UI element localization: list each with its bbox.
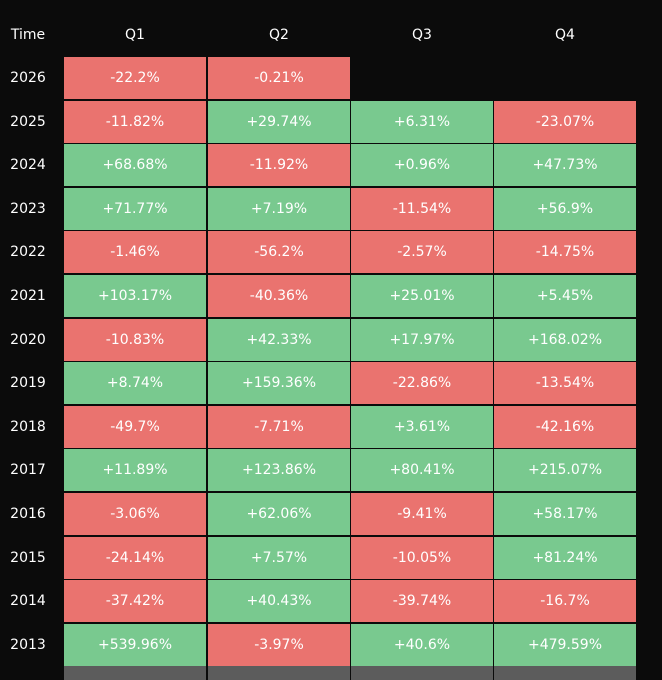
return-cell: +71.77%	[64, 187, 206, 230]
return-cell: -22.86%	[351, 362, 493, 405]
return-cell: -10.83%	[64, 318, 206, 361]
return-cell: -10.05%	[351, 536, 493, 579]
return-cell: -7.71%	[208, 405, 350, 448]
year-label: 2017	[10, 462, 46, 479]
return-cell: +123.86%	[208, 449, 350, 492]
return-cell: +56.9%	[494, 187, 636, 230]
return-cell: -23.07%	[494, 100, 636, 143]
return-cell: -49.7%	[64, 405, 206, 448]
year-label: 2015	[10, 549, 46, 566]
return-cell: +0.96%	[351, 144, 493, 187]
year-label: 2013	[10, 636, 46, 653]
return-cell: +7.19%	[208, 187, 350, 230]
return-cell: +42.33%	[208, 318, 350, 361]
year-label: 2019	[10, 375, 46, 392]
return-cell: +68.68%	[64, 144, 206, 187]
return-cell: -9.41%	[351, 493, 493, 535]
return-cell: -3.06%	[64, 493, 206, 535]
return-cell: -14.75%	[494, 231, 636, 274]
return-cell: -3.97%	[208, 623, 350, 666]
return-cell: +47.73%	[494, 144, 636, 187]
return-cell: -2.57%	[351, 231, 493, 274]
column-header: Q3	[412, 27, 432, 43]
cell-placeholder	[208, 666, 350, 680]
return-cell: +3.61%	[351, 405, 493, 448]
year-label: 2021	[10, 288, 46, 304]
return-cell: +25.01%	[351, 275, 493, 317]
return-cell: -40.36%	[208, 275, 350, 317]
return-cell: +479.59%	[494, 623, 636, 666]
return-cell: -37.42%	[64, 580, 206, 623]
return-cell: +215.07%	[494, 449, 636, 492]
return-cell: +103.17%	[64, 275, 206, 317]
return-cell: -22.2%	[64, 57, 206, 99]
year-label: 2026	[10, 70, 46, 86]
return-cell: -16.7%	[494, 580, 636, 623]
year-label: 2020	[10, 331, 46, 348]
year-label: 2018	[10, 418, 46, 435]
year-label: 2016	[10, 506, 46, 522]
return-cell: +7.57%	[208, 536, 350, 579]
return-cell: +8.74%	[64, 362, 206, 405]
return-cell: +40.6%	[351, 623, 493, 666]
year-label: 2022	[10, 244, 46, 261]
cell-placeholder	[494, 666, 636, 680]
return-cell: +17.97%	[351, 318, 493, 361]
cell-placeholder	[351, 666, 493, 680]
return-cell: +80.41%	[351, 449, 493, 492]
return-cell: -42.16%	[494, 405, 636, 448]
column-header: Q4	[555, 27, 575, 43]
column-header: Q1	[125, 27, 145, 43]
return-cell: +5.45%	[494, 275, 636, 317]
return-cell: +11.89%	[64, 449, 206, 492]
return-cell: +29.74%	[208, 100, 350, 143]
return-cell: +58.17%	[494, 493, 636, 535]
return-cell: -39.74%	[351, 580, 493, 623]
return-cell: -13.54%	[494, 362, 636, 405]
return-cell: -56.2%	[208, 231, 350, 274]
return-cell: +159.36%	[208, 362, 350, 405]
return-cell: -11.92%	[208, 144, 350, 187]
year-label: 2023	[10, 200, 46, 217]
return-cell: +81.24%	[494, 536, 636, 579]
year-label: 2025	[10, 113, 46, 130]
return-cell: -11.82%	[64, 100, 206, 143]
return-cell: +62.06%	[208, 493, 350, 535]
return-cell: -11.54%	[351, 187, 493, 230]
return-cell: +539.96%	[64, 623, 206, 666]
return-cell: -1.46%	[64, 231, 206, 274]
year-label: 2014	[10, 593, 46, 610]
time-header: Time	[10, 27, 46, 43]
year-label: 2024	[10, 157, 46, 174]
return-cell: +6.31%	[351, 100, 493, 143]
return-cell: -24.14%	[64, 536, 206, 579]
return-cell: +40.43%	[208, 580, 350, 623]
return-cell: -0.21%	[208, 57, 350, 99]
return-cell: +168.02%	[494, 318, 636, 361]
cell-placeholder	[64, 666, 206, 680]
column-header: Q2	[269, 27, 289, 43]
